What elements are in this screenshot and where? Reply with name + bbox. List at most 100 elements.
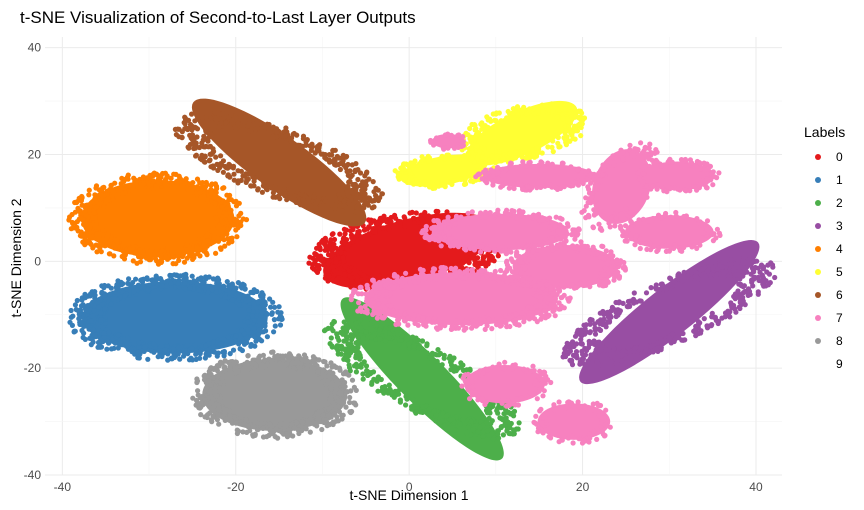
- data-point: [226, 335, 231, 340]
- data-point: [395, 274, 400, 279]
- data-point: [681, 214, 686, 219]
- data-point: [476, 429, 481, 434]
- data-point: [650, 184, 655, 189]
- data-point: [479, 268, 484, 273]
- data-point: [571, 230, 576, 235]
- data-point: [548, 287, 553, 292]
- data-point: [225, 236, 230, 241]
- data-point: [620, 352, 625, 357]
- data-point: [659, 345, 664, 350]
- data-point: [594, 207, 599, 212]
- data-point: [530, 364, 535, 369]
- data-point: [386, 227, 391, 232]
- data-point: [370, 300, 375, 305]
- data-point: [727, 314, 732, 319]
- data-point: [641, 171, 646, 176]
- data-point: [395, 170, 400, 175]
- data-point: [698, 222, 703, 227]
- data-point: [568, 130, 573, 135]
- data-point: [563, 129, 568, 134]
- data-point: [160, 284, 165, 289]
- data-point: [711, 266, 716, 271]
- data-point: [519, 395, 524, 400]
- data-point: [108, 292, 113, 297]
- data-point: [366, 177, 371, 182]
- data-point: [528, 160, 533, 165]
- data-point: [198, 351, 203, 356]
- data-point: [612, 271, 617, 276]
- data-point: [547, 216, 552, 221]
- data-point: [710, 314, 715, 319]
- data-point: [491, 179, 496, 184]
- data-point: [176, 351, 181, 356]
- data-point: [542, 388, 547, 393]
- data-point: [426, 412, 431, 417]
- data-point: [521, 319, 526, 324]
- data-point: [77, 312, 82, 317]
- data-point: [144, 176, 149, 181]
- data-point: [259, 121, 264, 126]
- data-point: [449, 358, 454, 363]
- data-point: [236, 168, 241, 173]
- data-point: [327, 160, 332, 165]
- data-point: [479, 261, 484, 266]
- data-point: [320, 238, 325, 243]
- data-point: [505, 279, 510, 284]
- data-point: [614, 216, 619, 221]
- data-point: [321, 262, 326, 267]
- data-point: [432, 408, 437, 413]
- data-point: [216, 197, 221, 202]
- data-point: [363, 227, 368, 232]
- data-point: [94, 236, 99, 241]
- data-point: [79, 196, 84, 201]
- data-point: [324, 363, 329, 368]
- data-point: [600, 428, 605, 433]
- data-point: [532, 244, 537, 249]
- data-point: [649, 344, 654, 349]
- data-point: [609, 215, 614, 220]
- data-point: [676, 335, 681, 340]
- data-point: [537, 389, 542, 394]
- data-point: [366, 232, 371, 237]
- data-point: [603, 423, 608, 428]
- data-point: [548, 435, 553, 440]
- data-point: [362, 198, 367, 203]
- data-point: [572, 404, 577, 409]
- cluster-1-0: [67, 272, 284, 363]
- data-point: [70, 221, 75, 226]
- data-point: [561, 161, 566, 166]
- data-point: [359, 309, 364, 314]
- data-point: [607, 253, 612, 258]
- data-point: [612, 223, 617, 228]
- data-point: [550, 302, 555, 307]
- data-point: [500, 401, 505, 406]
- data-point: [672, 339, 677, 344]
- data-point: [576, 399, 581, 404]
- data-point: [210, 228, 215, 233]
- data-point: [86, 214, 91, 219]
- data-point: [184, 242, 189, 247]
- data-point: [490, 365, 495, 370]
- data-point: [330, 264, 335, 269]
- data-point: [131, 258, 136, 263]
- data-point: [583, 352, 588, 357]
- data-point: [638, 246, 643, 251]
- data-point: [403, 402, 408, 407]
- data-point: [577, 404, 582, 409]
- data-point: [573, 334, 578, 339]
- data-point: [525, 251, 530, 256]
- data-point: [326, 258, 331, 263]
- data-point: [125, 336, 130, 341]
- data-point: [92, 293, 97, 298]
- data-point: [753, 265, 758, 270]
- data-point: [604, 324, 609, 329]
- data-point: [668, 276, 673, 281]
- data-point: [443, 156, 448, 161]
- data-point: [590, 251, 595, 256]
- data-point: [375, 389, 380, 394]
- data-point: [314, 246, 319, 251]
- data-point: [499, 118, 504, 123]
- data-point: [616, 300, 621, 305]
- data-point: [288, 191, 293, 196]
- data-point: [645, 218, 650, 223]
